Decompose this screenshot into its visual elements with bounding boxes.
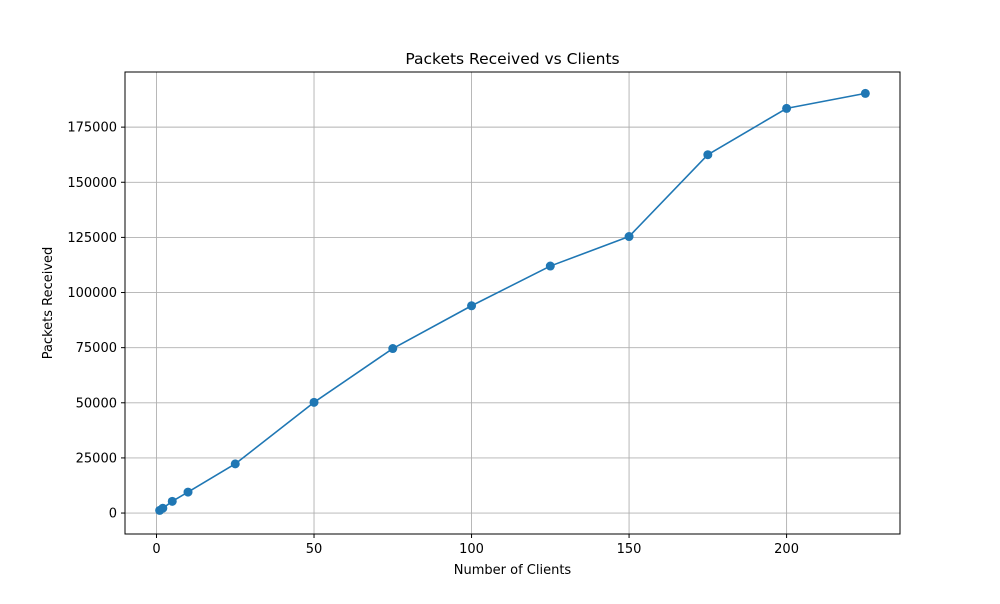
data-point: [782, 103, 792, 113]
x-tick-label: 200: [774, 542, 799, 557]
plot-frame: [124, 71, 901, 535]
y-tick-label: 150000: [67, 176, 117, 191]
x-tick-label: 0: [152, 542, 160, 557]
data-point: [158, 503, 168, 513]
y-tick-label: 0: [109, 507, 117, 522]
data-point: [860, 88, 870, 98]
x-tick-label: 100: [459, 542, 484, 557]
data-point: [467, 301, 477, 311]
data-point: [703, 150, 713, 160]
data-point: [545, 261, 555, 271]
y-tick-label: 125000: [67, 231, 117, 246]
y-axis-label: Packets Received: [41, 247, 56, 360]
y-tick-label: 100000: [67, 286, 117, 301]
data-point: [309, 397, 319, 407]
x-tick-label: 150: [617, 542, 642, 557]
data-point: [183, 487, 193, 497]
y-tick-label: 175000: [67, 121, 117, 136]
y-tick-label: 75000: [76, 341, 117, 356]
x-tick-label: 50: [306, 542, 323, 557]
data-point: [230, 459, 240, 469]
axis-ticks: 0 50 100 150 200 0 25000 50000 75000 100000 125000…: [67, 121, 799, 557]
series-line: [159, 92, 866, 512]
data-point: [388, 344, 398, 354]
y-tick-label: 25000: [76, 451, 117, 466]
data-series: [155, 88, 870, 515]
data-point: [624, 232, 634, 242]
x-axis-label: Number of Clients: [454, 563, 572, 578]
chart-title: Packets Received vs Clients: [405, 50, 619, 68]
grid-lines: [125, 72, 900, 534]
y-tick-label: 50000: [76, 396, 117, 411]
data-point: [167, 496, 177, 506]
